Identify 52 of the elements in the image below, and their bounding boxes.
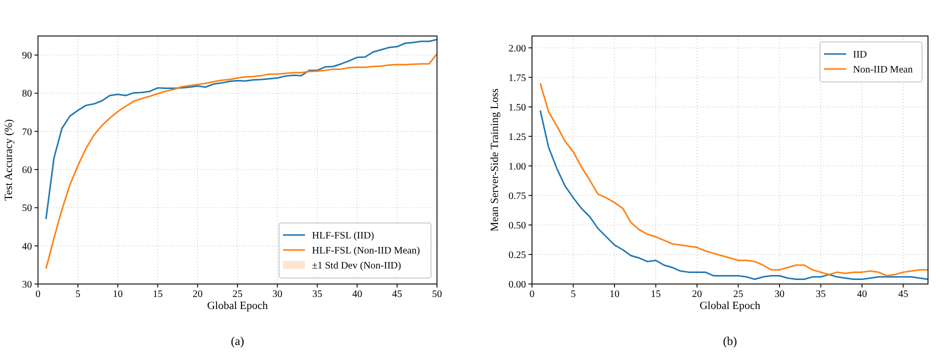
y-tick-label: 80	[22, 88, 32, 100]
legend-label: HLF-FSL (Non-IID Mean)	[312, 246, 420, 256]
x-axis-title: Global Epoch	[207, 300, 268, 312]
x-tick-label: 25	[232, 289, 242, 300]
y-tick-label: 2.00	[508, 43, 526, 54]
legend-label: ±1 Std Dev (Non-IID)	[312, 260, 402, 272]
x-tick-label: 5	[75, 289, 80, 300]
x-tick-label: 0	[36, 289, 40, 300]
y-tick-label: 0.50	[508, 220, 526, 232]
y-tick-label: 50	[22, 203, 32, 214]
x-axis-title: Global Epoch	[700, 300, 761, 312]
legend-label: HLF-FSL (IID)	[312, 230, 374, 242]
x-tick-label: 30	[272, 289, 282, 300]
x-tick-label: 15	[152, 289, 163, 300]
y-tick-label: 0.25	[508, 250, 526, 261]
legend-label: IID	[853, 50, 867, 60]
line-series	[540, 110, 928, 280]
y-tick-label: 1.75	[508, 72, 526, 84]
x-tick-label: 20	[692, 289, 702, 300]
legend-label: Non-IID Mean	[853, 64, 913, 76]
y-tick-label: 0.75	[508, 190, 526, 202]
y-tick-label: 40	[22, 241, 32, 252]
text: (a)	[230, 334, 244, 348]
y-tick-label: 90	[22, 50, 32, 62]
x-tick-label: 0	[530, 289, 534, 300]
x-tick-label: 30	[774, 289, 784, 300]
y-tick-label: 1.00	[508, 161, 526, 172]
x-tick-label: 10	[112, 289, 123, 300]
x-tick-label: 40	[352, 289, 362, 300]
x-tick-label: 20	[192, 289, 203, 300]
line-series	[540, 82, 928, 276]
text: (b)	[723, 334, 737, 348]
y-tick-label: 70	[22, 126, 32, 138]
y-tick-label: 1.25	[508, 132, 526, 143]
y-axis-title: Mean Server-Side Training Loss	[489, 88, 501, 232]
x-tick-label: 25	[733, 289, 744, 300]
y-tick-label: 30	[22, 280, 32, 290]
x-tick-label: 35	[312, 289, 322, 300]
x-tick-label: 45	[898, 289, 908, 300]
line-series	[45, 38, 437, 220]
line-series	[45, 53, 437, 270]
x-tick-label: 50	[432, 289, 442, 300]
x-tick-label: 35	[816, 289, 826, 300]
x-tick-label: 5	[570, 289, 576, 300]
x-tick-label: 10	[610, 289, 620, 300]
y-axis-title: Test Accuracy (%)	[3, 118, 15, 201]
y-tick-label: 1.50	[508, 102, 526, 114]
x-tick-label: 40	[857, 289, 867, 300]
x-tick-label: 45	[392, 289, 402, 300]
y-tick-label: 0.00	[508, 280, 526, 290]
x-tick-label: 15	[650, 289, 661, 300]
y-tick-label: 60	[22, 165, 32, 176]
